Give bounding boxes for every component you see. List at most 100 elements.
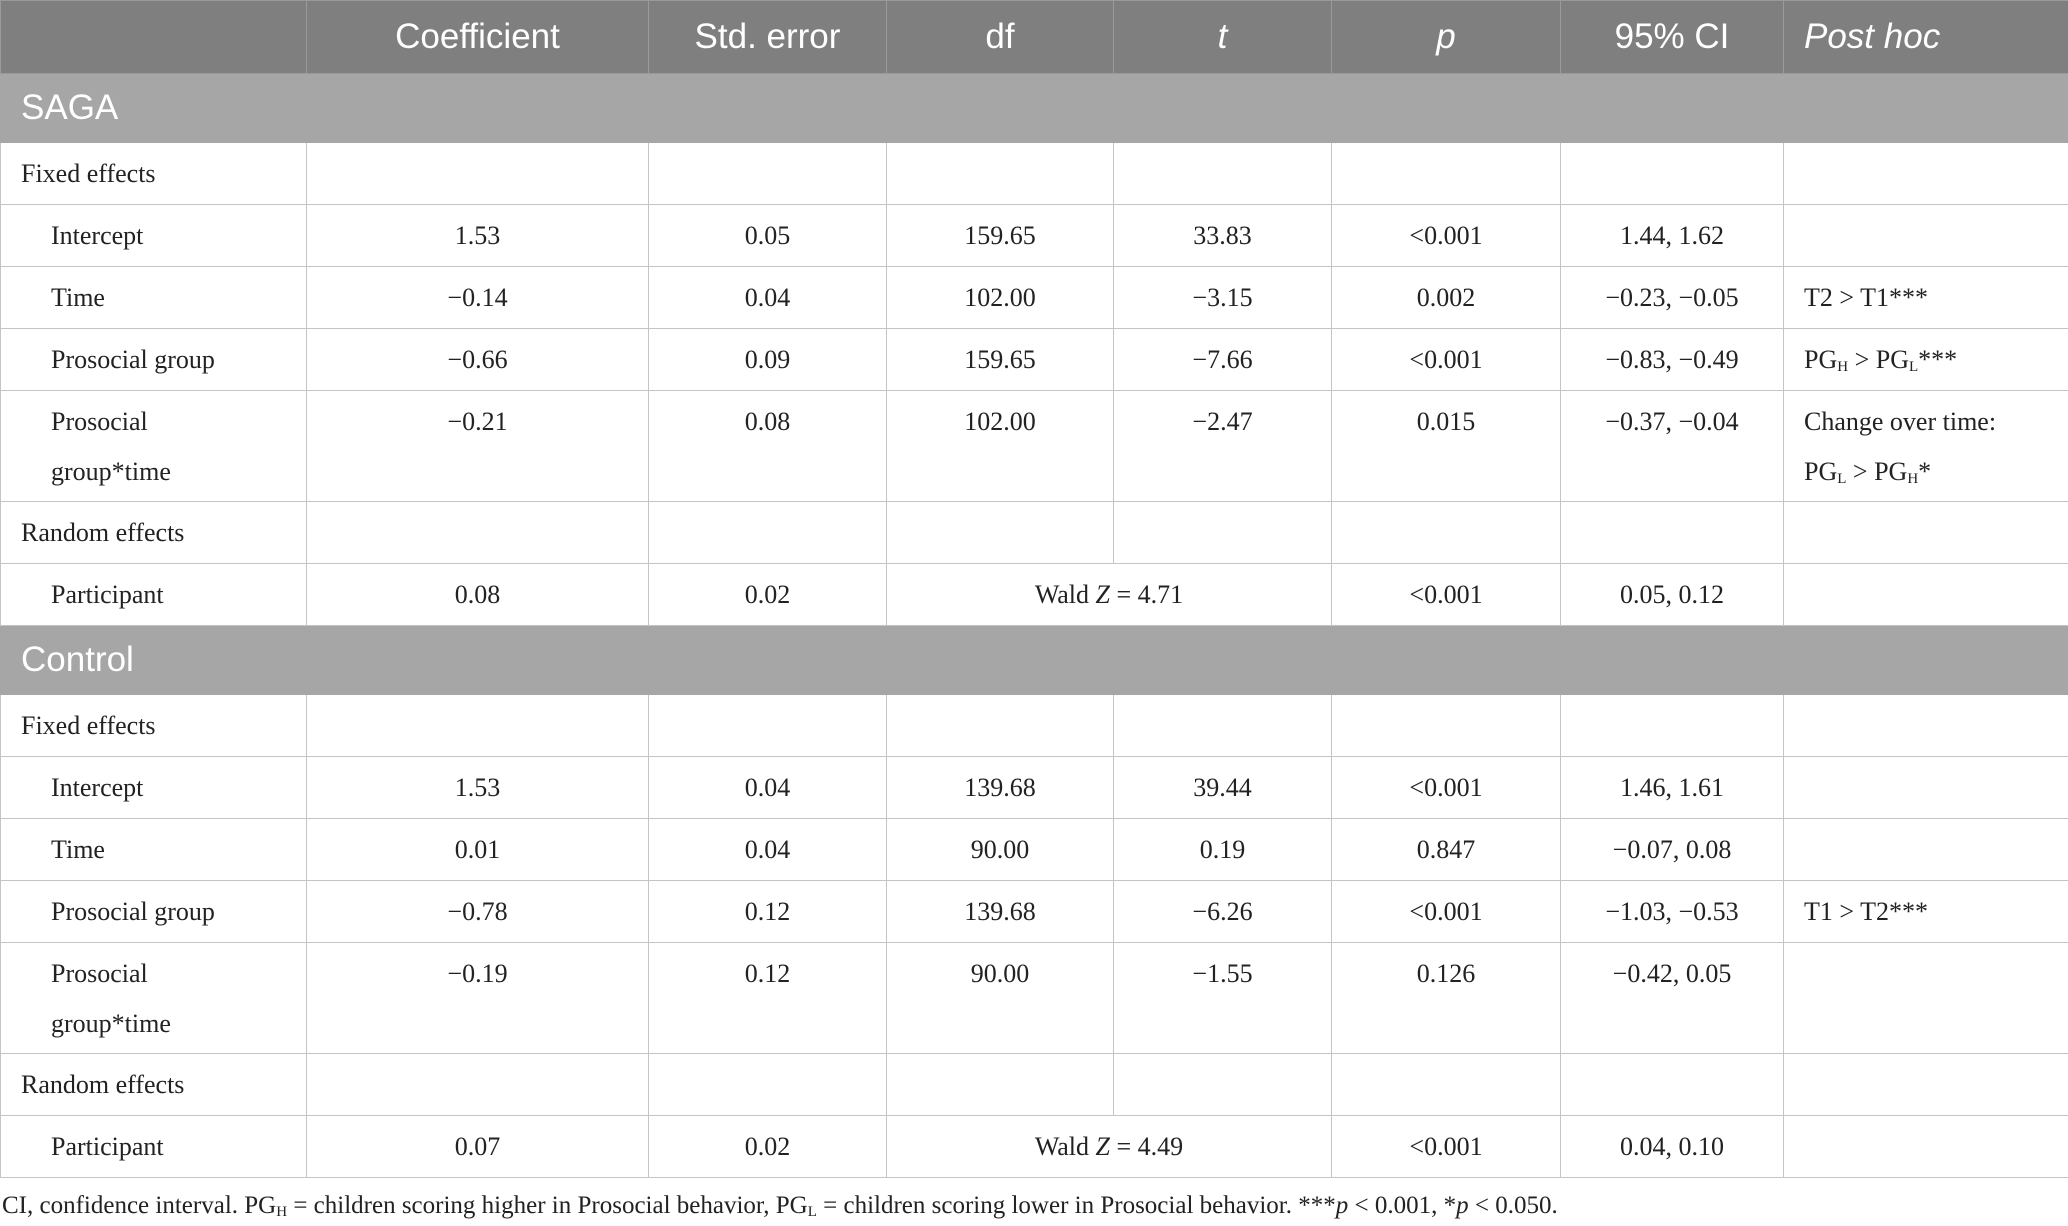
post-hoc-line: PGH > PGL*** [1804, 335, 2068, 385]
text: T2 > T1*** [1804, 283, 1928, 312]
section-row: Control [0, 625, 2068, 695]
label-text: Prosocial group [51, 345, 215, 374]
text: Wald [1034, 1132, 1096, 1161]
value-cell: 0.05, 0.12 [1560, 563, 1784, 626]
value-cell: 1.46, 1.61 [1560, 756, 1784, 819]
data-row: Fixed effects [0, 142, 2068, 205]
value-cell: −0.19 [306, 942, 649, 1054]
value-cell: 1.53 [306, 756, 649, 819]
wald-cell: Wald Z = 4.71 [886, 563, 1332, 626]
post-hoc-cell: T1 > T2*** [1783, 880, 2068, 943]
data-row: Prosocial group*time −0.19 0.12 90.00 −1.55 0.… [0, 942, 2068, 1054]
empty-cell [1560, 694, 1784, 757]
value-cell: 39.44 [1113, 756, 1332, 819]
header-cell [0, 0, 307, 74]
empty-cell [306, 501, 649, 564]
value-cell: <0.001 [1331, 328, 1561, 391]
row-label: Participant [0, 1115, 307, 1178]
label-line: Prosocial [51, 407, 148, 436]
value-cell: −1.03, −0.53 [1560, 880, 1784, 943]
data-row: Prosocial group −0.78 0.12 139.68 −6.26 <0.00… [0, 880, 2068, 943]
label-text: Time [51, 283, 105, 312]
data-row: Prosocial group*time −0.21 0.08 102.00 −2.47 0… [0, 390, 2068, 502]
row-label: Prosocial group*time [0, 390, 307, 502]
value-cell: 0.04, 0.10 [1560, 1115, 1784, 1178]
value-cell: −0.07, 0.08 [1560, 818, 1784, 881]
value-cell: 0.847 [1331, 818, 1561, 881]
value-cell: 0.02 [648, 563, 887, 626]
post-hoc-cell: PGH > PGL*** [1783, 328, 2068, 391]
data-row: Time 0.01 0.04 90.00 0.19 0.847 −0.07, 0.08 [0, 818, 2068, 881]
column-header: Std. error [648, 0, 887, 74]
value-cell: 1.44, 1.62 [1560, 204, 1784, 267]
post-hoc-cell: T2 > T1*** [1783, 266, 2068, 329]
label-text: Random effects [21, 518, 185, 547]
row-label: Random effects [0, 1053, 307, 1116]
text: PG [1804, 457, 1838, 486]
value-cell: 0.01 [306, 818, 649, 881]
value-cell: <0.001 [1331, 880, 1561, 943]
value-cell: 139.68 [886, 756, 1114, 819]
value-cell: 0.126 [1331, 942, 1561, 1054]
text: Wald [1034, 580, 1096, 609]
empty-cell [648, 694, 887, 757]
section-title: Control [0, 625, 2068, 695]
column-header: 95% CI [1560, 0, 1784, 74]
text: * [1918, 457, 1932, 486]
empty-cell [1560, 142, 1784, 205]
value-cell: 102.00 [886, 266, 1114, 329]
post-hoc-cell [1783, 694, 2068, 757]
value-cell: −0.66 [306, 328, 649, 391]
italic: p [1335, 1192, 1349, 1219]
value-cell: −1.55 [1113, 942, 1332, 1054]
value-cell: 0.04 [648, 266, 887, 329]
row-label: Prosocial group [0, 328, 307, 391]
row-label: Time [0, 818, 307, 881]
value-cell: <0.001 [1331, 563, 1561, 626]
empty-cell [886, 501, 1114, 564]
row-label: Random effects [0, 501, 307, 564]
value-cell: 0.12 [648, 880, 887, 943]
row-label: Prosocial group*time [0, 942, 307, 1054]
column-header: df [886, 0, 1114, 74]
text: = children scoring higher in Prosocial b… [287, 1192, 808, 1219]
post-hoc-cell [1783, 1115, 2068, 1178]
value-cell: 0.002 [1331, 266, 1561, 329]
label-text: Participant [51, 580, 164, 609]
value-cell: 102.00 [886, 390, 1114, 502]
column-header: t [1113, 0, 1332, 74]
section-row: SAGA [0, 73, 2068, 143]
label-line: Prosocial [51, 959, 148, 988]
empty-cell [1113, 501, 1332, 564]
empty-cell [648, 142, 887, 205]
data-row: Prosocial group −0.66 0.09 159.65 −7.66 <0.00… [0, 328, 2068, 391]
label-line: group*time [51, 1009, 171, 1038]
empty-cell [1331, 1053, 1561, 1116]
column-header: Post hoc [1783, 0, 2068, 74]
value-cell: 90.00 [886, 818, 1114, 881]
text: < 0.001, * [1348, 1192, 1457, 1219]
post-hoc-line: PGL > PGH* [1804, 447, 2068, 497]
post-hoc-cell [1783, 204, 2068, 267]
data-row: Time −0.14 0.04 102.00 −3.15 0.002 −0.23, −0.0… [0, 266, 2068, 329]
empty-cell [886, 694, 1114, 757]
value-cell: 0.02 [648, 1115, 887, 1178]
post-hoc-line: T2 > T1*** [1804, 273, 2068, 323]
post-hoc-cell [1783, 942, 2068, 1054]
empty-cell [306, 1053, 649, 1116]
text: = 4.49 [1110, 1132, 1184, 1161]
post-hoc-cell [1783, 756, 2068, 819]
column-header: Coefficient [306, 0, 649, 74]
label-text: Random effects [21, 1070, 185, 1099]
italic: p [1456, 1192, 1469, 1219]
value-cell: 0.04 [648, 818, 887, 881]
value-cell: −0.14 [306, 266, 649, 329]
text: Change over time: [1804, 407, 1997, 436]
text: T1 > T2*** [1804, 897, 1928, 926]
empty-cell [1331, 501, 1561, 564]
value-cell: 0.09 [648, 328, 887, 391]
data-row: Fixed effects [0, 694, 2068, 757]
text: > PG [1846, 457, 1908, 486]
empty-cell [306, 142, 649, 205]
